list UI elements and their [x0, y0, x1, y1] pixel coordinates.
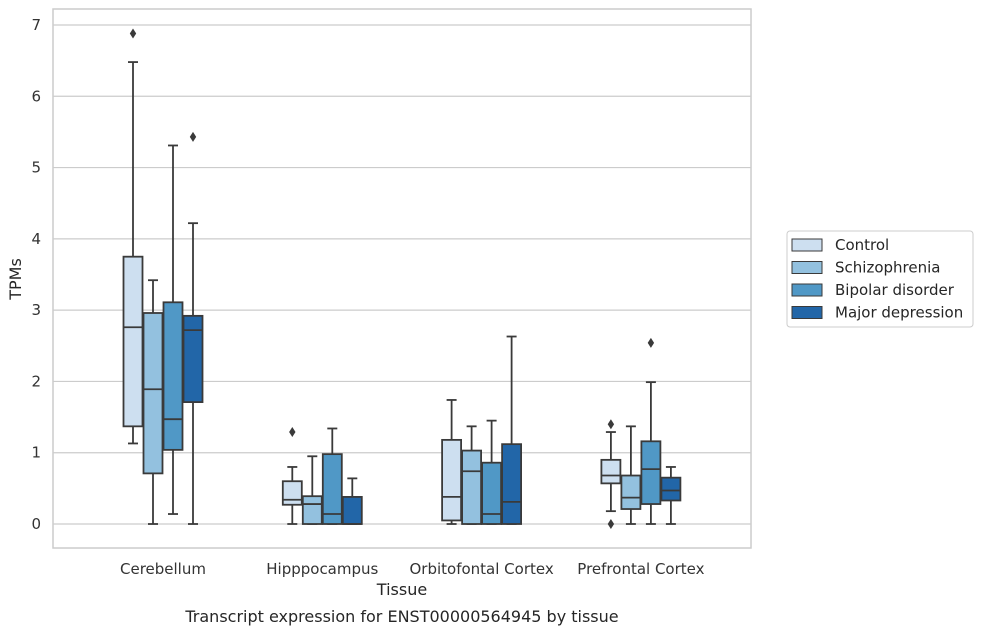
legend-frame	[786, 230, 974, 328]
outlier-point	[607, 519, 615, 529]
plot-area-frame	[52, 8, 752, 549]
legend-label: Bipolar disorder	[835, 281, 955, 299]
x-tick-label: Cerebellum	[120, 560, 206, 578]
box-body	[441, 438, 463, 522]
legend-swatch	[791, 238, 823, 252]
y-tick-label: 3	[31, 301, 41, 319]
y-tick-label: 0	[31, 515, 41, 533]
y-axis-label: TPMs	[6, 258, 25, 301]
y-tick-label: 5	[31, 159, 41, 177]
outlier-point	[607, 419, 615, 430]
box-body	[620, 474, 642, 510]
y-tick-label: 1	[31, 444, 41, 462]
x-tick-label: Orbitofontal Cortex	[409, 560, 553, 578]
x-tick-label: Prefrontal Cortex	[577, 560, 704, 578]
box-body	[640, 440, 662, 505]
y-tick-label: 6	[31, 87, 41, 105]
box-body	[321, 453, 343, 525]
box-schizophrenia-cerebellum	[142, 279, 164, 525]
box-body	[182, 314, 204, 404]
box-body	[341, 496, 363, 525]
y-tick-label: 2	[31, 372, 41, 390]
box-body	[301, 495, 323, 525]
box-body	[600, 458, 622, 485]
outlier-point	[189, 131, 197, 142]
outlier-point	[289, 427, 296, 438]
box-bipolar-disorder-orbitofontal-cortex	[481, 419, 503, 525]
legend-label: Major depression	[835, 304, 963, 322]
box-control-cerebellum	[122, 28, 144, 445]
box-body	[281, 480, 303, 506]
y-tick-label: 7	[31, 16, 41, 34]
box-body	[501, 443, 523, 525]
box-body	[660, 476, 682, 502]
box-body	[481, 461, 503, 525]
legend-swatch	[791, 306, 823, 319]
box-major-depression-hipppocampus	[341, 477, 363, 525]
box-body	[162, 301, 184, 451]
box-schizophrenia-prefrontal-cortex	[620, 425, 642, 525]
x-tick-label: Hipppocampus	[266, 560, 378, 578]
legend-swatch	[791, 283, 823, 297]
y-tick-label: 4	[31, 230, 41, 248]
box-schizophrenia-hipppocampus	[301, 455, 323, 525]
legend: Control Schizophrenia Bipolar disorder Majo…	[786, 230, 974, 328]
box-body	[142, 312, 164, 475]
box-control-orbitofontal-cortex	[441, 399, 463, 525]
box-control-prefrontal-cortex	[600, 419, 622, 529]
box-bipolar-disorder-hipppocampus	[321, 427, 343, 525]
chart-caption: Transcript expression for ENST0000056494…	[184, 607, 618, 626]
box-body	[122, 255, 144, 428]
box-bipolar-disorder-prefrontal-cortex	[640, 337, 662, 525]
legend-label: Schizophrenia	[835, 259, 940, 277]
box-control-hipppocampus	[281, 427, 303, 525]
box-major-depression-cerebellum	[182, 131, 204, 525]
box-plot-series	[122, 28, 682, 529]
legend-label: Control	[835, 236, 889, 254]
y-axis-ticks: 0 1 2 3 4 5 6 7	[31, 16, 41, 533]
box-body	[461, 449, 483, 525]
box-bipolar-disorder-cerebellum	[162, 144, 184, 515]
legend-swatch	[791, 261, 823, 274]
outlier-point	[647, 337, 655, 348]
x-axis-ticks: Cerebellum Hipppocampus Orbitofontal Corte…	[120, 560, 705, 578]
box-major-depression-prefrontal-cortex	[660, 466, 682, 525]
outlier-point	[129, 28, 137, 39]
x-axis-label: Tissue	[376, 580, 427, 599]
box-major-depression-orbitofontal-cortex	[501, 335, 523, 525]
box-schizophrenia-orbitofontal-cortex	[461, 425, 483, 525]
